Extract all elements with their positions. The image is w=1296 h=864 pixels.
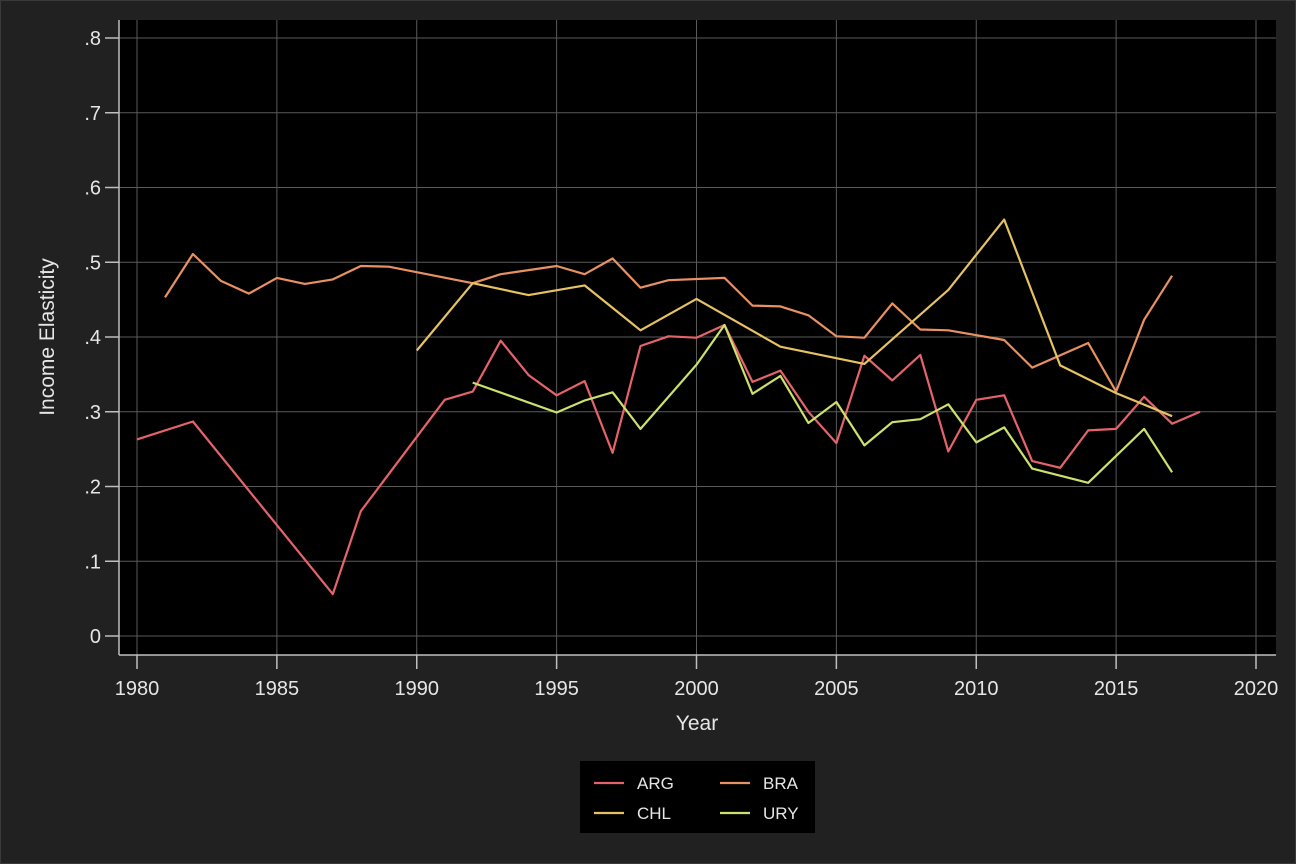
- y-axis-title: Income Elasticity: [36, 258, 59, 416]
- x-axis-title: Year: [676, 712, 718, 735]
- x-tick-label: 1995: [534, 678, 579, 700]
- series-line-chl: [415, 218, 1173, 418]
- y-tick-label: .6: [84, 178, 101, 200]
- y-tick-label: .4: [84, 327, 101, 349]
- axes: 0 .1 .2 .3 .4 .5 .6 .7 .8 1980 1985 1990 1995 2000 200…: [84, 20, 1278, 700]
- legend-label-ury: URY: [763, 804, 799, 823]
- x-tick-label: 2015: [1094, 678, 1139, 700]
- series-lines: [136, 218, 1201, 596]
- x-tick-label: 1990: [395, 678, 440, 700]
- legend-box: [580, 761, 815, 833]
- series-line-ury: [472, 323, 1174, 484]
- series-line-bra: [164, 252, 1174, 393]
- legend-items: ARG BRA CHL URY: [594, 774, 799, 823]
- gridlines: [119, 20, 1276, 655]
- y-tick-label: .7: [84, 103, 101, 125]
- legend-label-chl: CHL: [637, 804, 671, 823]
- legend-label-bra: BRA: [763, 774, 799, 793]
- y-tick-label: .1: [84, 551, 101, 573]
- x-tick-label: 2010: [954, 678, 999, 700]
- y-tick-label: .8: [84, 28, 101, 50]
- y-tick-label: .3: [84, 402, 101, 424]
- x-tick-label: 2020: [1234, 678, 1279, 700]
- legend: ARG BRA CHL URY: [580, 761, 815, 833]
- x-tick-label: 2000: [674, 678, 719, 700]
- y-tick-label: .2: [84, 477, 101, 499]
- x-tick-label: 2005: [814, 678, 859, 700]
- legend-label-arg: ARG: [637, 774, 674, 793]
- x-tick-label: 1985: [255, 678, 300, 700]
- y-tick-label: 0: [90, 626, 101, 648]
- x-tick-label: 1980: [115, 678, 160, 700]
- y-tick-label: .5: [84, 252, 101, 274]
